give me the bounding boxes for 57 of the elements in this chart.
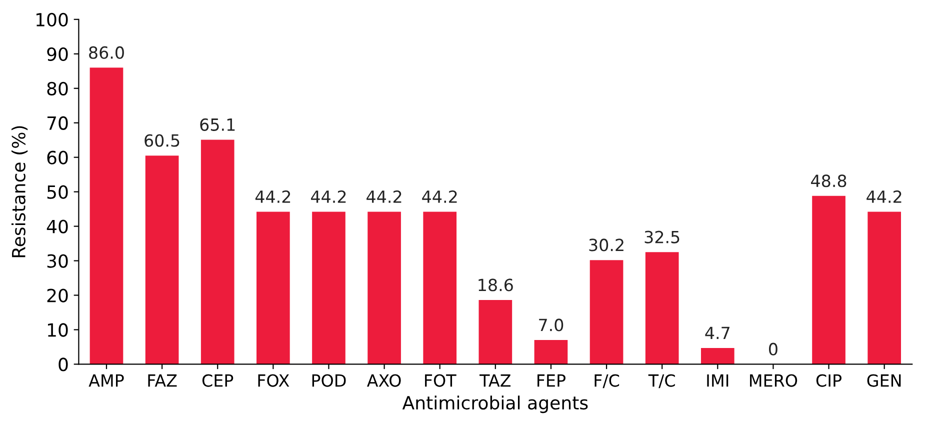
y-tick-label: 50 bbox=[47, 185, 68, 199]
data-label: 44.2 bbox=[310, 190, 346, 203]
x-tick-label: GEN bbox=[867, 374, 901, 387]
x-tick-label: FAZ bbox=[148, 374, 177, 387]
data-label: 0 bbox=[769, 342, 778, 356]
bar bbox=[645, 252, 679, 364]
bar bbox=[534, 340, 568, 364]
bar bbox=[90, 68, 124, 364]
x-tick-label: TAZ bbox=[480, 374, 511, 387]
x-tick-label: FOX bbox=[258, 374, 290, 387]
data-label: 30.2 bbox=[589, 238, 624, 252]
y-tick-label: 90 bbox=[47, 47, 68, 61]
x-tick-label: AXO bbox=[366, 374, 401, 387]
x-tick-label: IMI bbox=[707, 374, 728, 387]
data-label: 4.7 bbox=[705, 326, 730, 339]
y-tick-label: 60 bbox=[47, 150, 68, 164]
x-tick-label: FOT bbox=[425, 374, 456, 387]
bar bbox=[200, 140, 234, 364]
y-axis-title: Resistance (%) bbox=[11, 126, 28, 258]
data-label: 44.2 bbox=[366, 190, 402, 203]
y-tick-label: 20 bbox=[47, 288, 68, 302]
bar bbox=[590, 260, 624, 364]
x-tick-label: POD bbox=[312, 374, 346, 387]
data-label: 44.2 bbox=[866, 190, 902, 203]
x-tick-label: CIP bbox=[816, 374, 842, 387]
x-tick-label: MERO bbox=[750, 374, 798, 387]
bar bbox=[256, 212, 290, 364]
y-tick-label: 0 bbox=[58, 358, 68, 372]
y-tick-label: 80 bbox=[47, 82, 68, 96]
data-label: 86.0 bbox=[89, 46, 124, 59]
x-tick-label: CEP bbox=[202, 374, 234, 387]
y-tick-label: 10 bbox=[48, 323, 68, 337]
bar bbox=[423, 212, 457, 364]
data-label: 48.8 bbox=[811, 174, 846, 188]
data-label: 32.5 bbox=[644, 230, 680, 244]
y-tick-label: 40 bbox=[46, 220, 68, 234]
data-label: 60.5 bbox=[144, 134, 180, 147]
data-label: 44.2 bbox=[422, 190, 457, 203]
x-tick-label: AMP bbox=[88, 374, 124, 387]
bar bbox=[812, 196, 846, 364]
y-tick-label: 70 bbox=[47, 116, 68, 130]
data-label: 18.6 bbox=[478, 278, 513, 292]
bar bbox=[145, 156, 179, 364]
bar bbox=[478, 300, 512, 364]
data-label: 65.1 bbox=[200, 118, 235, 131]
bar bbox=[700, 348, 734, 364]
x-tick-label: F/C bbox=[594, 374, 620, 388]
y-tick-label: 100 bbox=[36, 12, 68, 27]
x-axis-title: Antimicrobial agents bbox=[402, 396, 588, 414]
x-tick-label: T/C bbox=[648, 374, 675, 388]
data-label: 44.2 bbox=[255, 190, 290, 203]
bar bbox=[868, 212, 901, 364]
bar bbox=[312, 212, 346, 364]
data-label: 7.0 bbox=[539, 318, 564, 332]
y-tick-label: 30 bbox=[47, 254, 68, 268]
bar bbox=[368, 212, 401, 364]
x-tick-label: FEP bbox=[538, 374, 566, 387]
